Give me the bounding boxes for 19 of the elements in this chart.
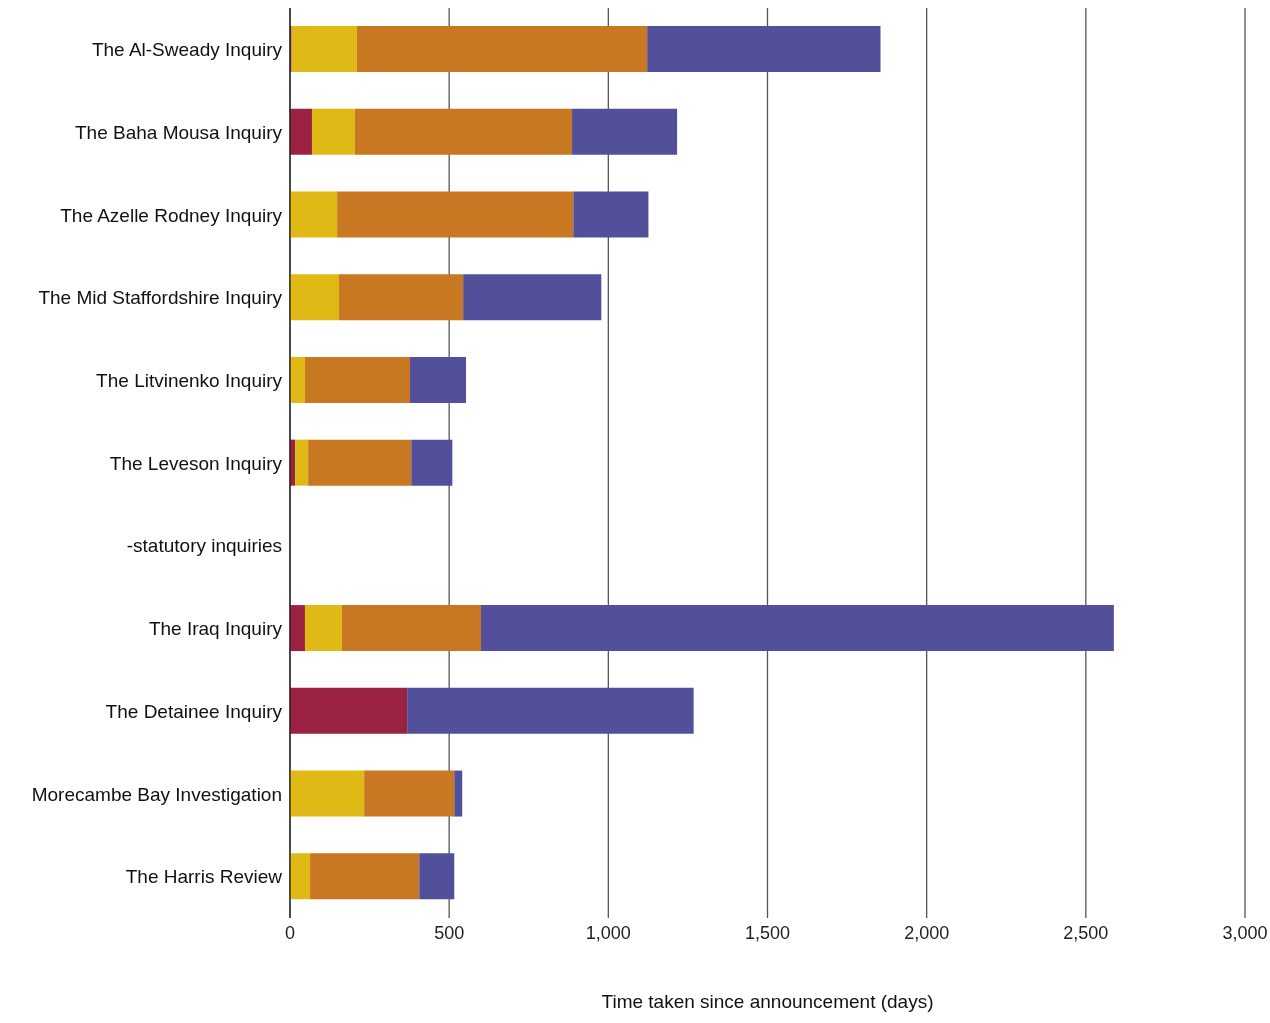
y-tick-label: The Azelle Rodney Inquiry [60, 204, 283, 226]
y-tick-label: The Al-Sweady Inquiry [91, 39, 283, 61]
y-tick-label: -statutory inquiries [126, 535, 282, 557]
y-tick-label: The Iraq Inquiry [148, 618, 283, 640]
x-tick-label: 500 [434, 922, 465, 943]
x-tick-label: 0 [284, 922, 296, 943]
y-tick-label: The Mid Staffordshire Inquiry [38, 287, 283, 309]
x-tick-label: 2,000 [904, 922, 950, 943]
y-tick-label: The Harris Review [125, 866, 283, 888]
y-tick-label: The Detainee Inquiry [105, 700, 283, 722]
x-tick-label: 1,000 [585, 922, 631, 943]
y-tick-label: Morecambe Bay Investigation [31, 783, 282, 805]
x-axis-title: Time taken since announcement (days) [601, 991, 934, 1012]
x-tick-label: 2,500 [1063, 922, 1109, 943]
x-tick-label: 1,500 [744, 922, 791, 943]
y-tick-label: The Leveson Inquiry [109, 452, 283, 474]
y-tick-label: The Litvinenko Inquiry [96, 370, 283, 392]
y-tick-label: The Baha Mousa Inquiry [74, 121, 283, 143]
x-tick-label: 3,000 [1222, 922, 1268, 943]
